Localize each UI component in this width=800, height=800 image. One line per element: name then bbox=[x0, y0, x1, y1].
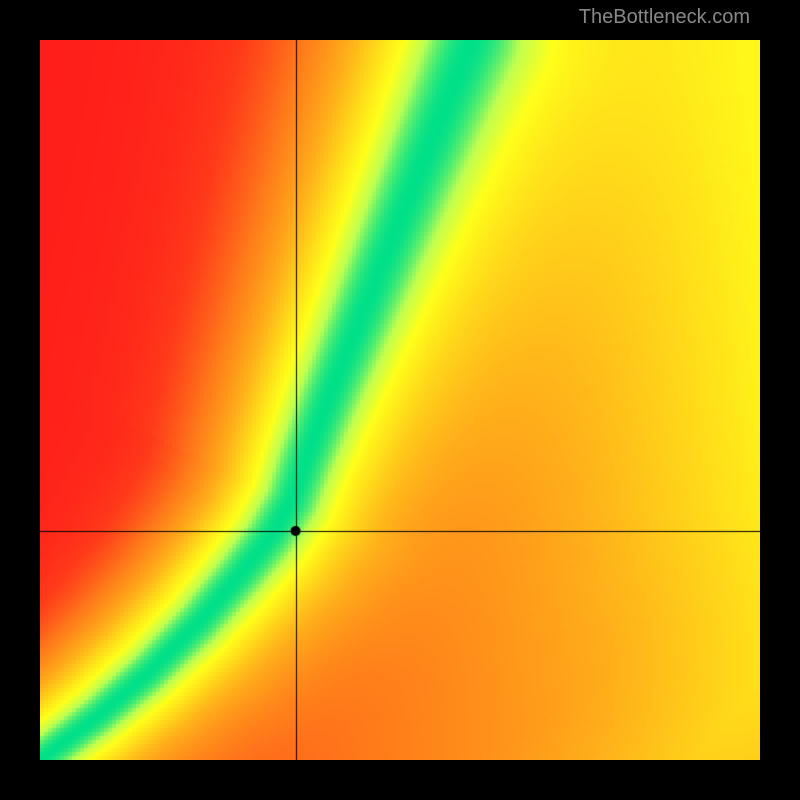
watermark-text: TheBottleneck.com bbox=[579, 6, 750, 29]
heatmap-canvas bbox=[40, 40, 760, 760]
heatmap-plot bbox=[40, 40, 760, 760]
